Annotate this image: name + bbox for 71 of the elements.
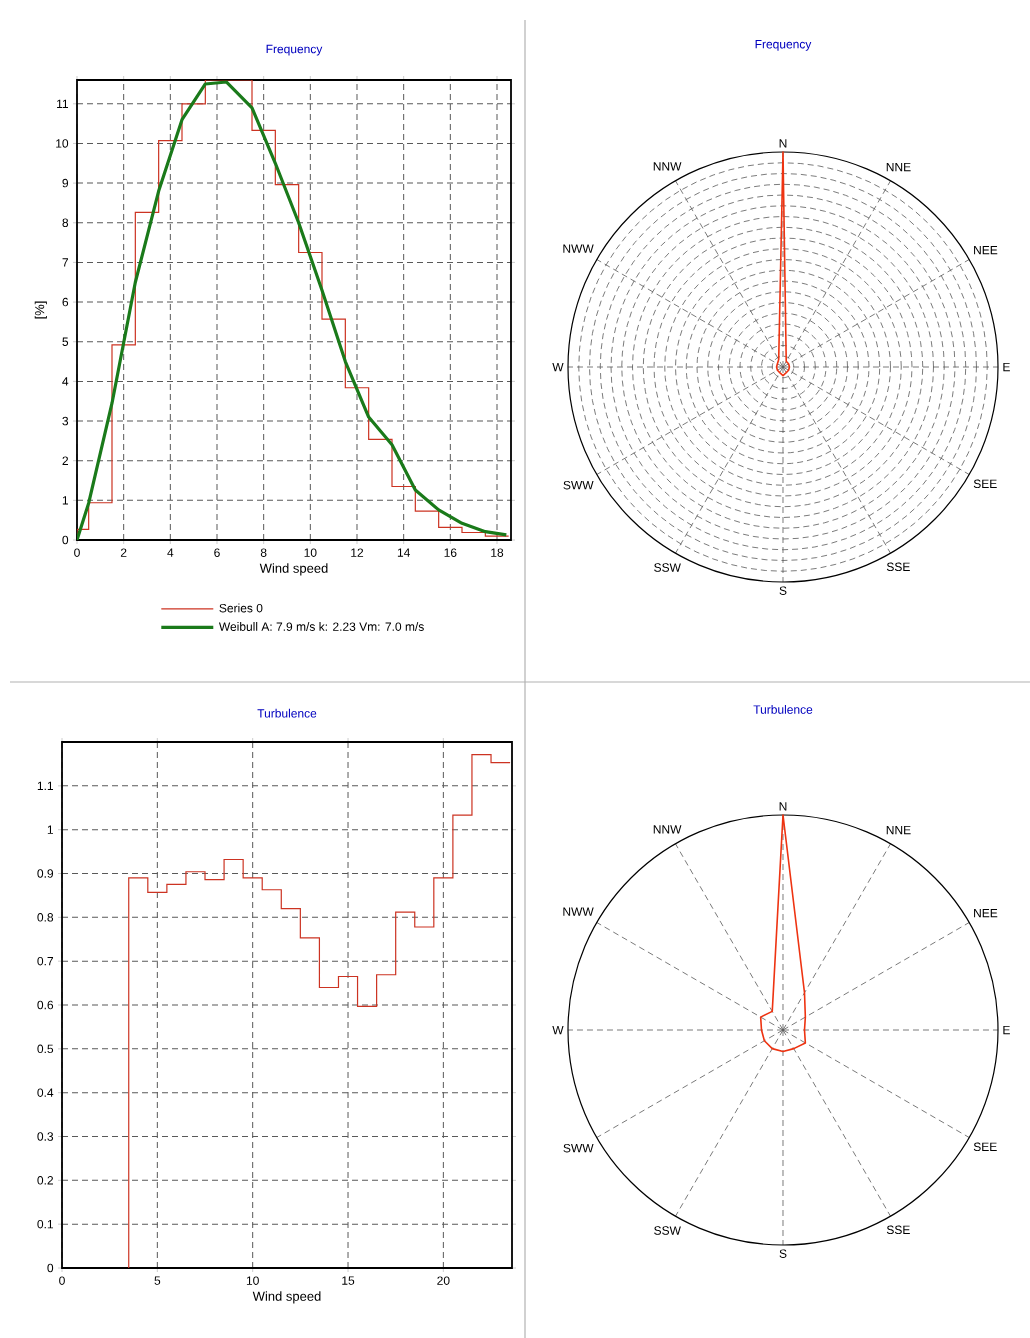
y-tick-label: 6 bbox=[62, 297, 69, 307]
spoke-label: NNE bbox=[886, 825, 911, 835]
chart-title: Frequency bbox=[266, 44, 323, 56]
y-tick-label: 0.1 bbox=[37, 1219, 54, 1229]
x-tick-label: 2 bbox=[120, 548, 127, 557]
spoke-label: SSW bbox=[654, 563, 681, 572]
spoke-label: SWW bbox=[563, 480, 594, 490]
y-tick-label: 10 bbox=[56, 139, 69, 148]
x-tick-label: 0 bbox=[74, 548, 80, 557]
chart-title: Frequency bbox=[755, 40, 812, 51]
x-tick-label: 20 bbox=[437, 1276, 450, 1285]
spoke-label: NNW bbox=[653, 162, 682, 171]
x-tick-label: 8 bbox=[260, 548, 267, 557]
spoke-label: W bbox=[552, 1025, 564, 1035]
x-tick-label: 18 bbox=[491, 548, 504, 557]
x-tick-label: 4 bbox=[167, 548, 174, 557]
spoke-label: SEE bbox=[973, 1142, 997, 1152]
chart-title: Turbulence bbox=[257, 708, 317, 718]
y-tick-label: 0.2 bbox=[37, 1176, 54, 1185]
legend-label: Series 0 bbox=[219, 603, 263, 613]
y-tick-label: 0.9 bbox=[37, 869, 54, 878]
y-tick-label: 9 bbox=[62, 178, 69, 188]
y-axis-title: [%] bbox=[34, 301, 47, 319]
spoke-label: E bbox=[1003, 362, 1010, 372]
spoke-label: SWW bbox=[563, 1143, 594, 1153]
y-tick-label: 0 bbox=[62, 535, 69, 545]
spoke-label: N bbox=[779, 139, 787, 148]
spoke-label: SSW bbox=[654, 1226, 681, 1235]
x-tick-label: 15 bbox=[342, 1276, 355, 1285]
y-tick-label: 0.7 bbox=[37, 956, 54, 966]
spoke-label: NNE bbox=[886, 162, 911, 172]
spoke-label: NWW bbox=[563, 244, 594, 253]
y-tick-label: 4 bbox=[62, 377, 69, 386]
y-tick-label: 1 bbox=[62, 496, 69, 505]
x-axis-title: Wind speed bbox=[252, 1291, 321, 1304]
x-tick-label: 12 bbox=[351, 548, 364, 557]
y-tick-label: 0.3 bbox=[37, 1132, 54, 1141]
legend-label: Weibull A: 7.9 m/s k: 2.23 Vm: 7.0 m/s bbox=[218, 622, 424, 631]
spoke-label: SEE bbox=[973, 479, 997, 489]
spoke-label: S bbox=[779, 586, 787, 595]
spoke-label: NNW bbox=[653, 825, 682, 834]
x-tick-label: 5 bbox=[154, 1276, 161, 1285]
y-tick-label: 7 bbox=[62, 258, 69, 267]
y-tick-label: 2 bbox=[62, 456, 69, 465]
spoke-label: E bbox=[1003, 1025, 1010, 1035]
y-tick-label: 5 bbox=[62, 337, 69, 346]
y-tick-label: 0.5 bbox=[37, 1044, 54, 1054]
y-tick-label: 1.1 bbox=[37, 781, 54, 790]
y-tick-label: 3 bbox=[62, 416, 69, 426]
y-tick-label: 0.6 bbox=[37, 1000, 54, 1010]
spoke-label: NWW bbox=[563, 907, 594, 916]
chart-title: Turbulence bbox=[753, 704, 813, 714]
spoke-label: S bbox=[779, 1249, 787, 1258]
y-tick-label: 0.4 bbox=[37, 1088, 54, 1097]
x-tick-label: 10 bbox=[246, 1276, 259, 1285]
spoke-label: SSE bbox=[886, 1225, 910, 1235]
spoke-label: NEE bbox=[974, 246, 998, 255]
spoke-label: W bbox=[552, 362, 564, 372]
y-tick-label: 0 bbox=[47, 1263, 54, 1273]
y-tick-label: 1 bbox=[47, 825, 54, 834]
x-axis-title: Wind speed bbox=[259, 563, 328, 576]
y-tick-label: 0.8 bbox=[37, 913, 54, 922]
spoke-label: SSE bbox=[886, 562, 910, 572]
x-tick-label: 14 bbox=[397, 548, 410, 557]
spoke-label: N bbox=[779, 802, 787, 811]
x-tick-label: 16 bbox=[444, 548, 457, 557]
y-tick-label: 8 bbox=[62, 218, 69, 228]
x-tick-label: 10 bbox=[304, 548, 317, 557]
spoke-label: NEE bbox=[974, 909, 998, 918]
x-tick-label: 6 bbox=[214, 548, 220, 557]
y-tick-label: 11 bbox=[57, 99, 69, 108]
